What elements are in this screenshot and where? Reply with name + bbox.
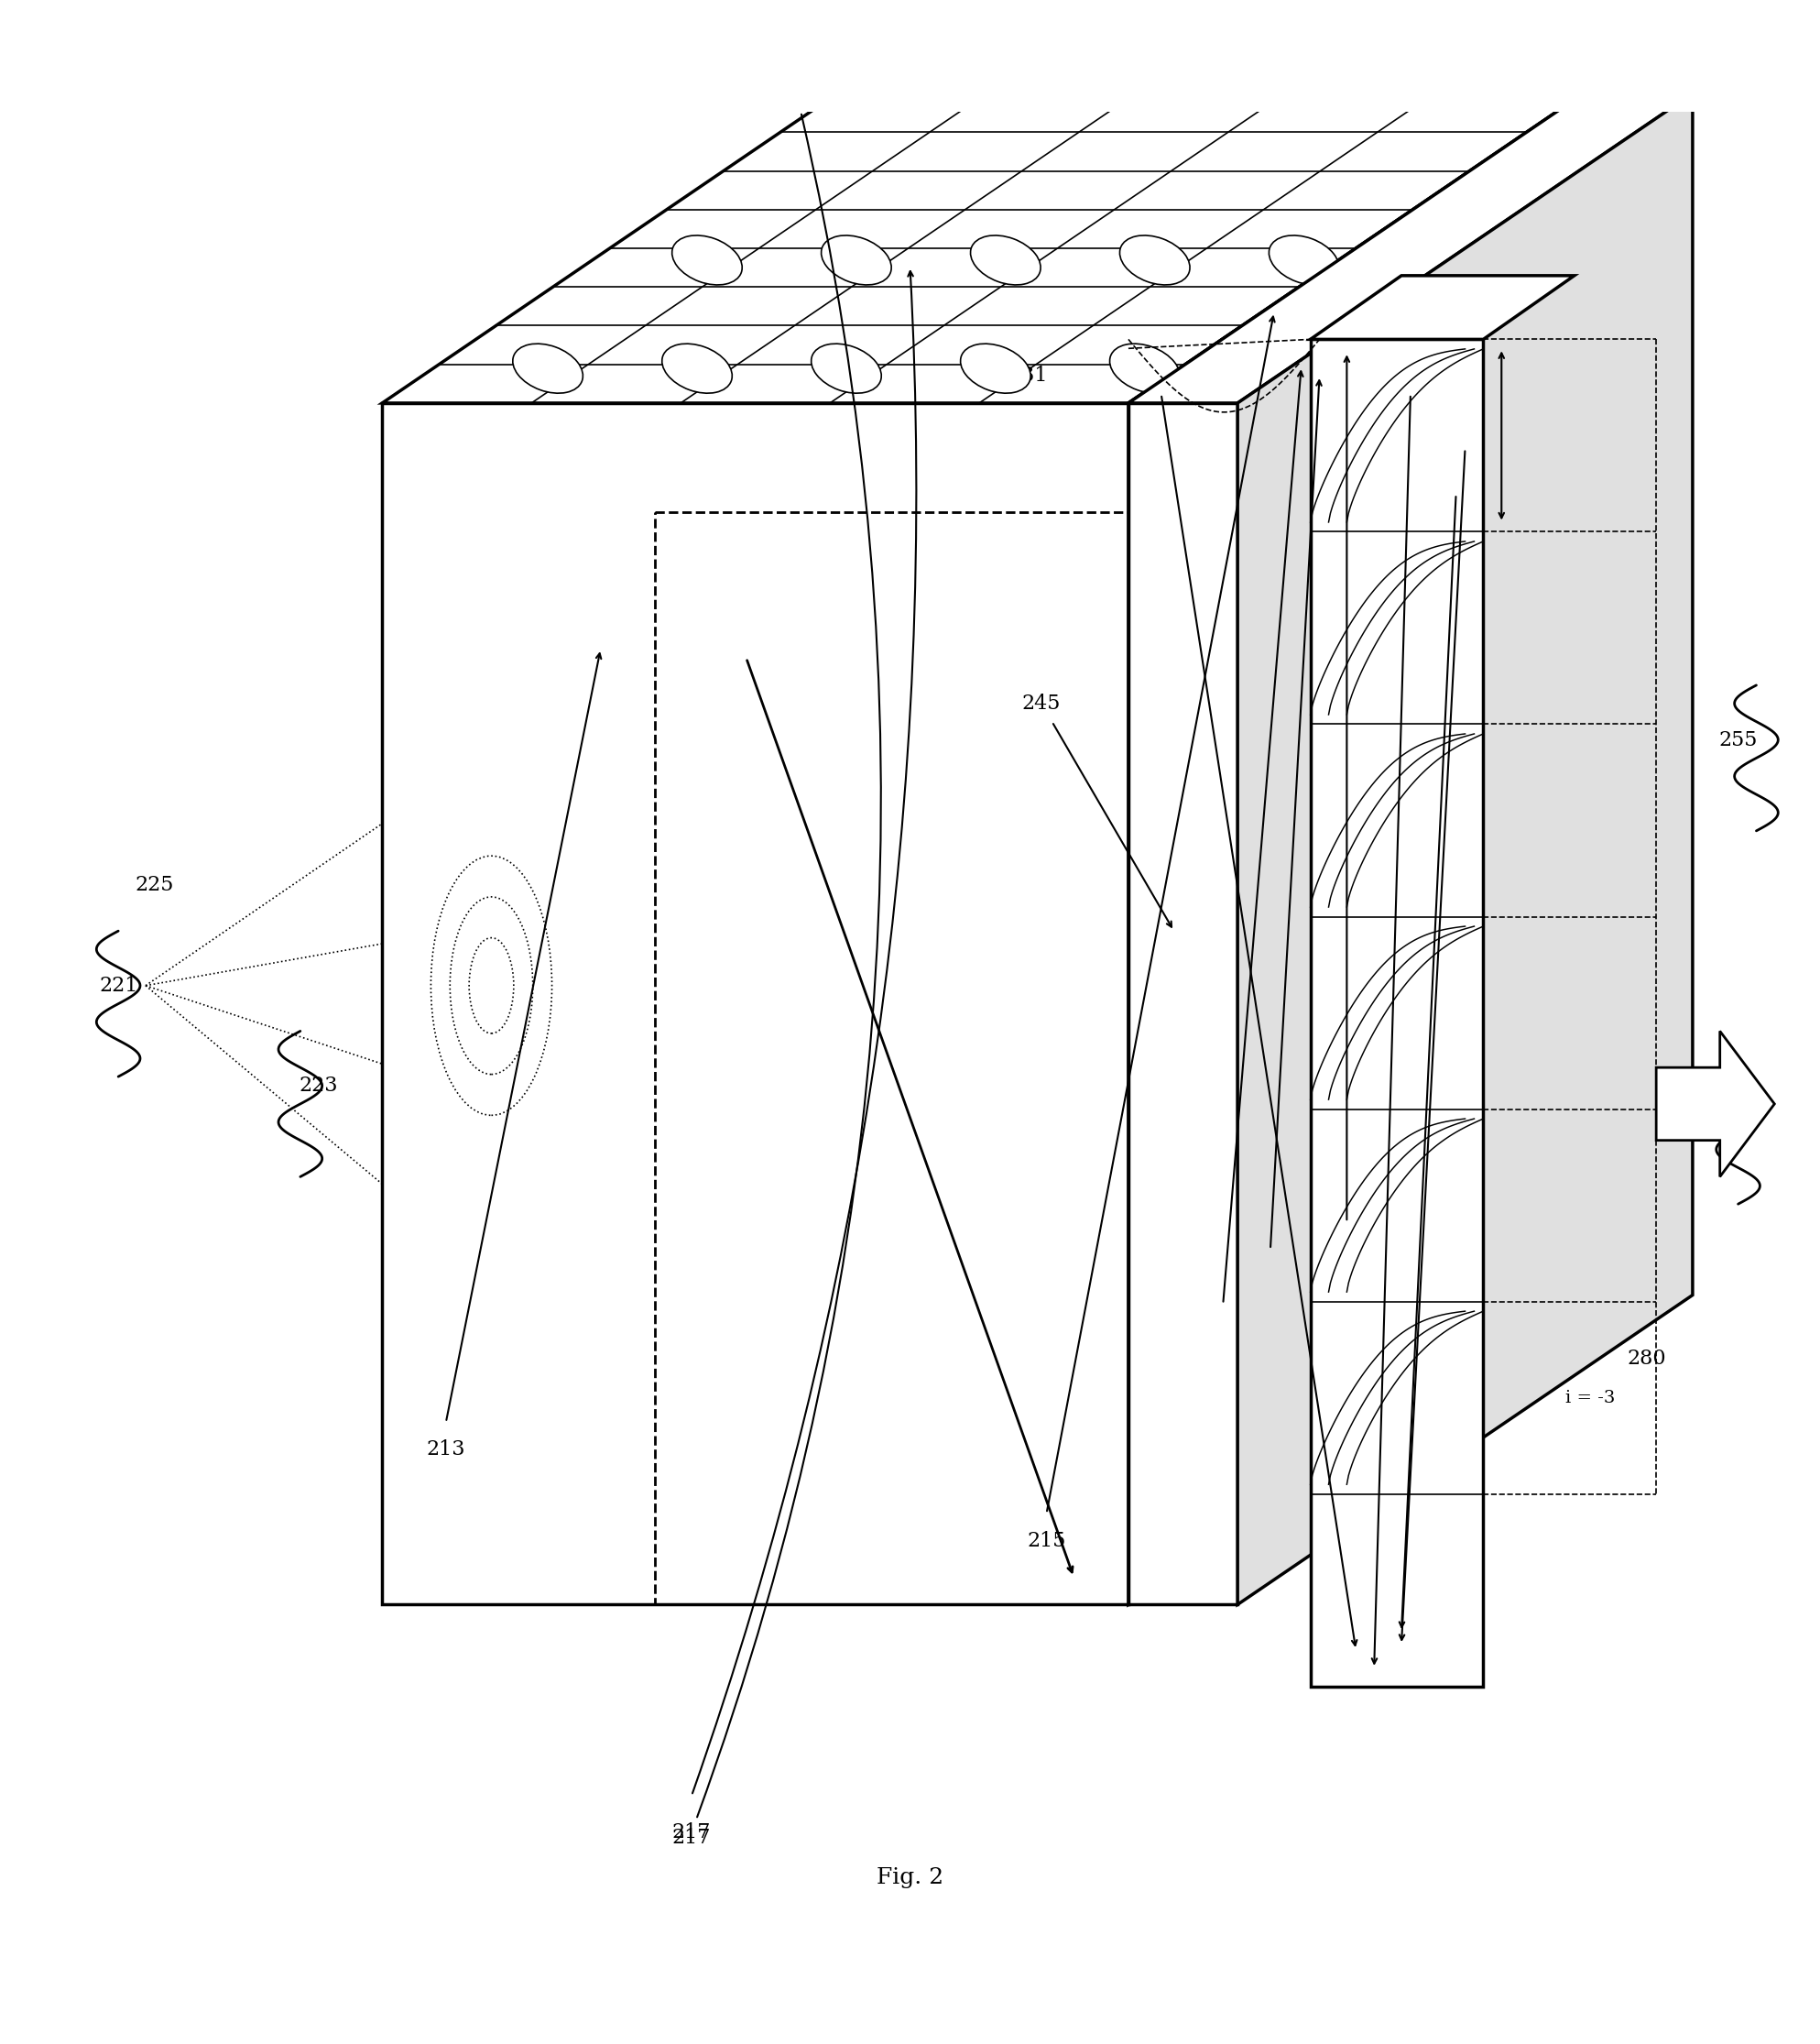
Ellipse shape	[513, 343, 582, 392]
Text: 241: 241	[1327, 1239, 1367, 1259]
Text: 280: 280	[1627, 1349, 1667, 1369]
Text: 247: 247	[1196, 1320, 1236, 1341]
Text: 231: 231	[1008, 366, 1048, 386]
Text: 221: 221	[98, 975, 138, 995]
Ellipse shape	[812, 343, 881, 392]
Text: 235: 235	[1454, 421, 1494, 439]
Text: i = 3: i = 3	[1565, 427, 1609, 444]
Polygon shape	[1310, 276, 1574, 339]
Ellipse shape	[1269, 235, 1340, 284]
Text: 223: 223	[298, 1075, 339, 1096]
Polygon shape	[382, 94, 1583, 403]
Text: i = -2: i = -2	[1565, 1198, 1614, 1214]
Text: i = 2: i = 2	[1565, 619, 1609, 636]
Polygon shape	[1128, 94, 1693, 403]
Polygon shape	[1656, 1030, 1775, 1177]
Polygon shape	[1238, 94, 1693, 1605]
Ellipse shape	[662, 343, 732, 392]
Ellipse shape	[961, 343, 1030, 392]
Text: 225: 225	[135, 875, 175, 895]
Polygon shape	[1310, 339, 1483, 1686]
Ellipse shape	[970, 235, 1041, 284]
Text: i = 1: i = 1	[1565, 811, 1609, 828]
Text: 245: 245	[1245, 1267, 1285, 1288]
Ellipse shape	[1119, 235, 1190, 284]
Text: 217: 217	[672, 114, 881, 1842]
Text: 215: 215	[1026, 1531, 1067, 1551]
Text: 233: 233	[1445, 466, 1485, 486]
Text: i = -3: i = -3	[1565, 1390, 1614, 1406]
Text: 245: 245	[1130, 366, 1170, 386]
Text: 245: 245	[1021, 693, 1061, 713]
Text: 217: 217	[672, 1827, 712, 1848]
Ellipse shape	[1110, 343, 1179, 392]
Text: $\delta$z: $\delta$z	[1543, 1331, 1569, 1351]
Text: 219: 219	[1700, 1122, 1740, 1141]
Ellipse shape	[672, 235, 743, 284]
Polygon shape	[382, 403, 1128, 1605]
Polygon shape	[1128, 403, 1238, 1605]
Text: 243: 243	[1400, 366, 1440, 386]
Polygon shape	[1128, 94, 1583, 1605]
Text: i = -1: i = -1	[1565, 1006, 1614, 1022]
Ellipse shape	[821, 235, 892, 284]
Text: 213: 213	[426, 1439, 466, 1459]
Text: Fig. 2: Fig. 2	[877, 1866, 943, 1889]
Text: 255: 255	[1718, 730, 1758, 750]
